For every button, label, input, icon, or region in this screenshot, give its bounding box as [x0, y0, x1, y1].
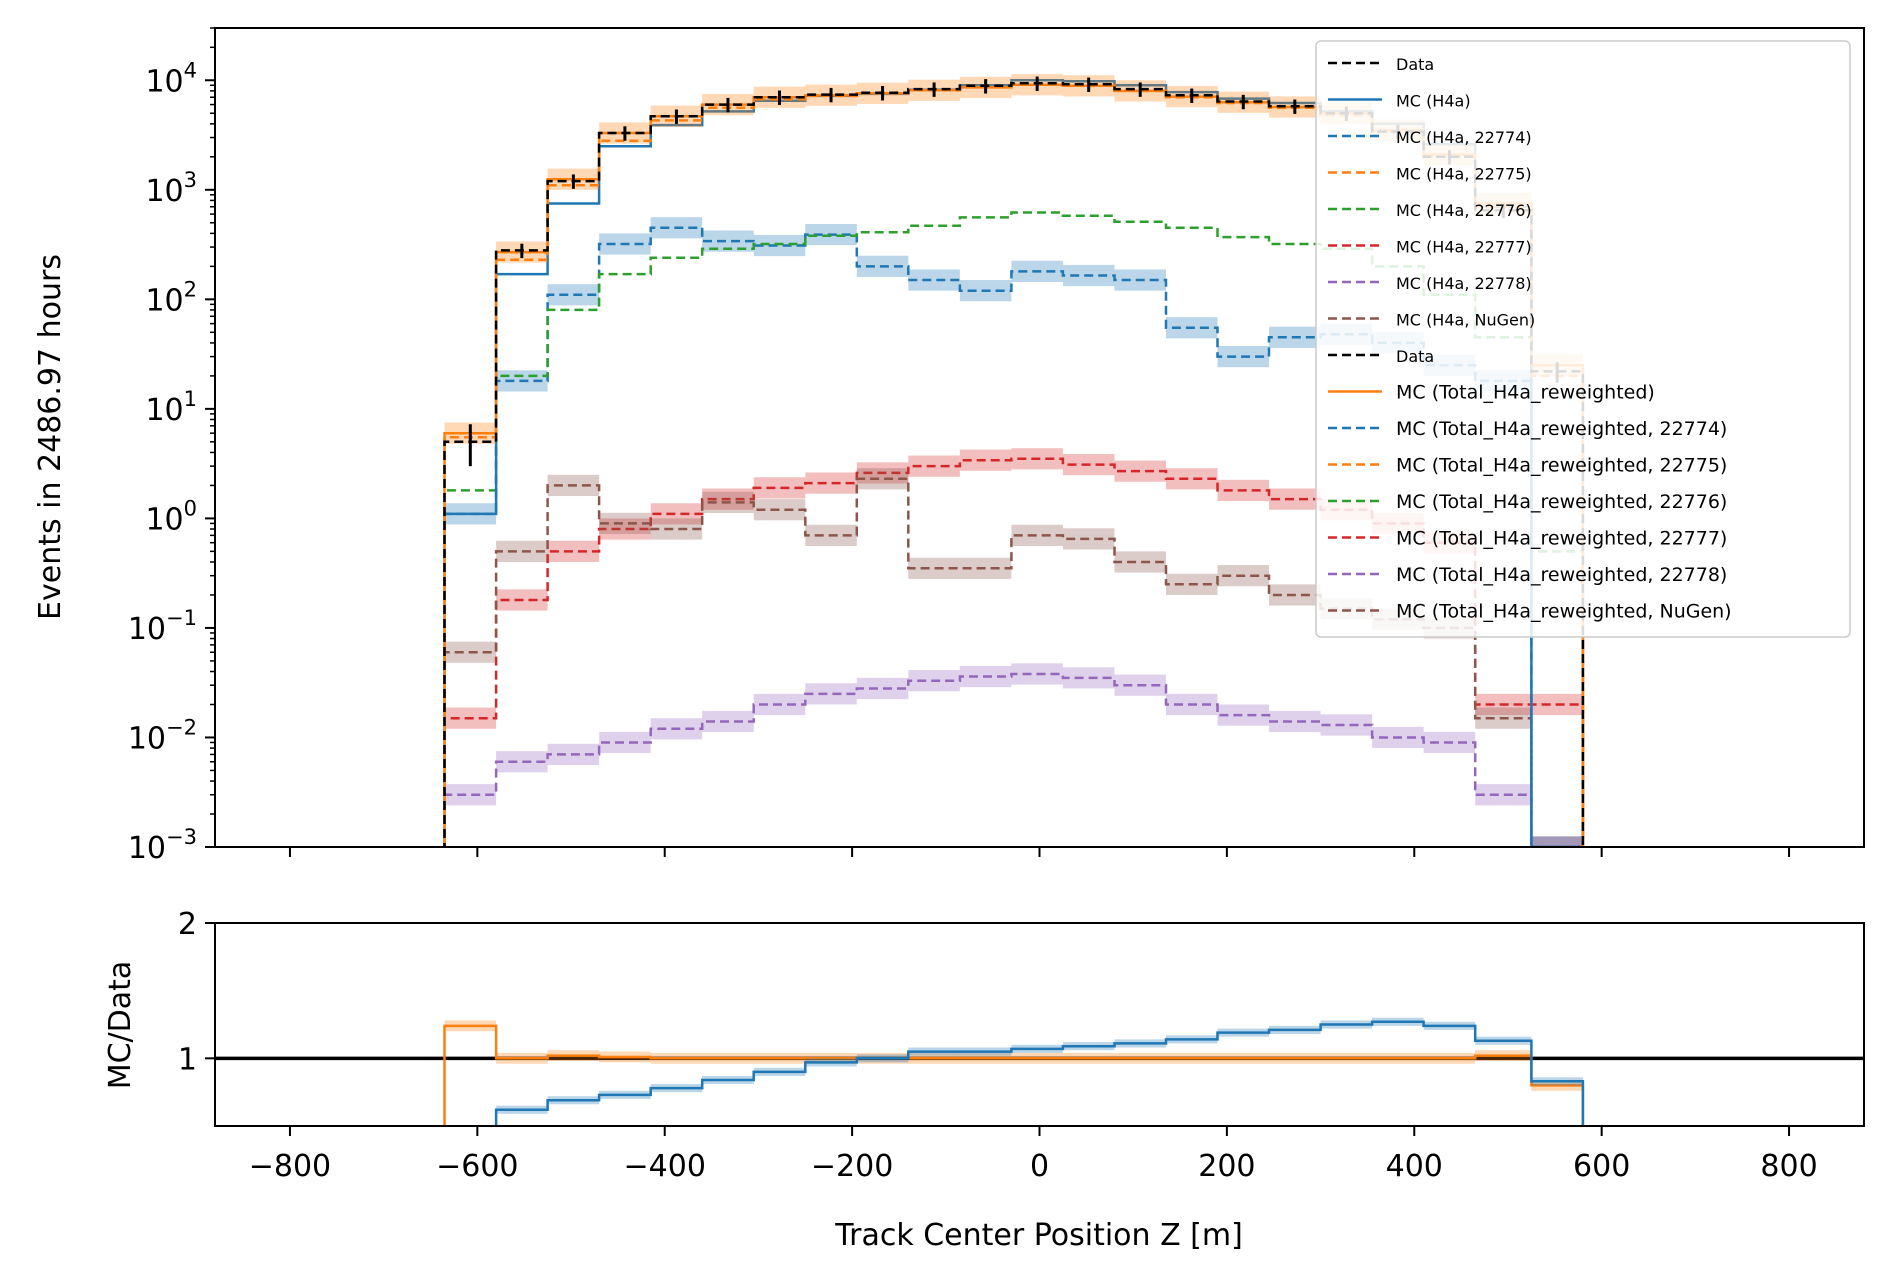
- legend-entry-8-data-label: Data: [1396, 347, 1434, 366]
- x-tick-label-4: 0: [1030, 1149, 1049, 1184]
- legend-entry-7-mc-h4a-nugen-label: MC (H4a, NuGen): [1396, 311, 1535, 330]
- series-mc-h4a-22774-band-5: [702, 230, 754, 252]
- legend-entry-5-mc-h4a-22777-label: MC (H4a, 22777): [1396, 238, 1532, 257]
- series-mc-h4a-22778-line: [443, 672, 1585, 847]
- series-mc-h4a-nugen-band-1: [496, 540, 548, 562]
- legend-box: [1315, 40, 1851, 638]
- series-mc-h4a-22778-band-21: [1531, 836, 1583, 847]
- series-mc-h4a-nugen-band-11: [1011, 524, 1063, 546]
- ratio-y-axis-label: MC/Data: [103, 961, 138, 1090]
- series-mc-h4a-22777-band-6: [753, 477, 806, 499]
- legend-entry-15-mc-total-h4a-reweighted-nugen-label: MC (Total_H4a_reweighted, NuGen): [1396, 601, 1732, 623]
- legend-entry-10-mc-total-h4a-reweighted-22774-label: MC (Total_H4a_reweighted, 22774): [1396, 418, 1727, 440]
- series-mc-h4a-nugen-band-10: [959, 557, 1012, 579]
- y-tick-label-4: 101: [145, 387, 197, 428]
- ratio-plot-panel: 12 −800 −600 −400 −200 0 200 400 600 800 MC/Data…: [103, 907, 1865, 1253]
- series-mc-h4a-22777-band-13: [1114, 460, 1166, 482]
- ratio-series-mc-h4a-line: [494, 1020, 1585, 1126]
- series-mc-h4a-22778-band-16: [1269, 710, 1321, 733]
- ratio-series-group: [215, 1017, 1864, 1126]
- series-mc-h4a-22778-band-20: [1475, 784, 1532, 806]
- y-tick-label-3: 100: [145, 496, 197, 537]
- series-mc-h4a-22777-band-7: [805, 472, 857, 494]
- legend-entry-13-mc-total-h4a-reweighted-22777-label: MC (Total_H4a_reweighted, 22777): [1396, 528, 1727, 550]
- y-tick-label-6: 103: [145, 168, 197, 209]
- x-tick-label-5: 200: [1198, 1149, 1255, 1184]
- legend-entry-14-mc-total-h4a-reweighted-22778-label: MC (Total_H4a_reweighted, 22778): [1396, 564, 1727, 586]
- legend-entry-12-mc-total-h4a-reweighted-22776-label: MC (Total_H4a_reweighted, 22776): [1396, 491, 1727, 513]
- x-axis-label: Track Center Position Z [m]: [834, 1218, 1243, 1253]
- y-tick-label-7: 104: [145, 58, 197, 99]
- main-y-ticks: 10−3 10−2 10−1 100 101 102 103 104: [128, 27, 215, 866]
- main-y-axis-label: Events in 2486.97 hours: [33, 254, 68, 620]
- series-mc-h4a-nugen-band-6: [753, 499, 806, 521]
- x-tick-label-3: −200: [811, 1149, 893, 1184]
- series-mc-h4a-22778-band-17: [1320, 714, 1373, 736]
- x-tick-label-2: −400: [624, 1149, 706, 1184]
- legend-entry-11-mc-total-h4a-reweighted-22775-label: MC (Total_H4a_reweighted, 22775): [1396, 455, 1727, 477]
- series-mc-h4a-22778-band-15: [1217, 704, 1270, 726]
- series-mc-h4a-22777-band-2: [547, 540, 600, 562]
- series-mc-h4a-22777-band-4: [650, 503, 703, 525]
- x-tick-label-1: −600: [436, 1149, 518, 1184]
- y-tick-label-0: 10−3: [128, 825, 197, 866]
- ratio-y-ticks: 12: [178, 907, 215, 1077]
- y-tick-label-2: 10−1: [128, 606, 197, 647]
- legend-entry-9-mc-total-h4a-reweighted-label: MC (Total_H4a_reweighted): [1396, 382, 1655, 404]
- series-mc-h4a-22774-band-21: [1531, 836, 1583, 847]
- legend-entry-6-mc-h4a-22778-label: MC (H4a, 22778): [1396, 274, 1532, 293]
- series-mc-h4a-22777-band-14: [1165, 468, 1218, 490]
- legend-entry-2-mc-h4a-22774-label: MC (H4a, 22774): [1396, 128, 1532, 147]
- legend-entry-4-mc-h4a-22776-label: MC (H4a, 22776): [1396, 201, 1532, 220]
- legend-entry-0-data-label: Data: [1396, 55, 1434, 74]
- series-mc-h4a-22778-band-1: [496, 751, 548, 773]
- x-tick-label-8: 800: [1760, 1149, 1817, 1184]
- series-mc-h4a-22778-band-8: [856, 677, 909, 700]
- main-x-ticks: [288, 847, 1791, 857]
- ratio-y-tick-label-0: 1: [178, 1042, 197, 1077]
- series-mc-h4a-nugen-band-13: [1114, 551, 1166, 573]
- legend-entry-3-mc-h4a-22775-label: MC (H4a, 22775): [1396, 165, 1532, 184]
- series-mc-h4a-22778-band-7: [805, 683, 857, 705]
- series-mc-h4a-nugen-band-21: [1531, 836, 1583, 847]
- y-tick-label-5: 102: [145, 277, 197, 318]
- legend: Data MC (H4a) MC (H4a, 22774) MC (H4a, 2277…: [1315, 40, 1851, 638]
- legend-entry-1-mc-h4a-label: MC (H4a): [1396, 92, 1471, 111]
- series-mc-h4a-nugen-band-4: [650, 518, 703, 540]
- x-tick-label-7: 600: [1573, 1149, 1630, 1184]
- series-mc-h4a-22778-band-0: [444, 784, 497, 806]
- series-mc-h4a-22777-band-16: [1269, 488, 1321, 510]
- legend-entries: Data MC (H4a) MC (H4a, 22774) MC (H4a, 2277…: [1328, 55, 1732, 623]
- series-mc-h4a-nugen-band-8: [856, 468, 909, 490]
- ratio-y-tick-label-1: 2: [178, 907, 197, 942]
- series-mc-h4a-nugen-band-9: [908, 557, 960, 579]
- x-tick-label-0: −800: [249, 1149, 331, 1184]
- ratio-series-mc-total-h4a-reweighted-line: [443, 1024, 1585, 1126]
- series-mc-h4a-22778-band-3: [599, 731, 651, 754]
- series-mc-h4a-22777-band-3: [599, 518, 651, 540]
- x-tick-label-6: 400: [1386, 1149, 1443, 1184]
- series-mc-h4a-22774-band-9: [908, 269, 960, 291]
- y-tick-label-1: 10−2: [128, 715, 197, 756]
- series-mc-h4a-22774-band-6: [753, 234, 806, 257]
- ratio-x-ticks: −800 −600 −400 −200 0 200 400 600 800: [249, 1126, 1818, 1184]
- series-mc-h4a-nugen-band-3: [599, 512, 651, 535]
